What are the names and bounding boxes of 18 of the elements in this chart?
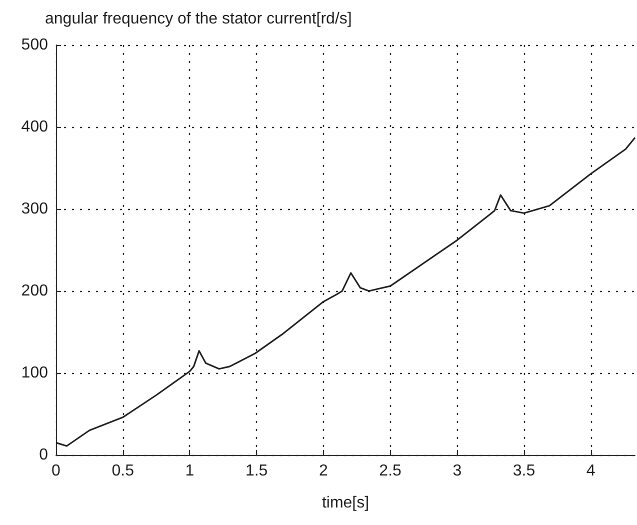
y-tick-label: 100 bbox=[21, 364, 48, 382]
y-tick-label: 300 bbox=[21, 200, 48, 218]
x-tick-label: 1 bbox=[185, 462, 194, 480]
y-tick-label: 0 bbox=[39, 446, 48, 464]
line-series bbox=[55, 136, 636, 447]
y-tick-label: 400 bbox=[21, 118, 48, 136]
x-tick-label: 2.5 bbox=[379, 462, 402, 480]
x-tick-label: 3 bbox=[452, 462, 462, 480]
x-axis-title: time[s] bbox=[322, 494, 370, 512]
x-tick-label: 0.5 bbox=[112, 462, 134, 480]
x-tick-label: 2 bbox=[318, 462, 328, 480]
x-tick-label: 1.5 bbox=[245, 462, 268, 480]
y-tick-label: 500 bbox=[21, 36, 48, 54]
x-tick-label: 0 bbox=[52, 462, 61, 480]
x-tick-label: 3.5 bbox=[512, 462, 536, 480]
y-tick-label: 200 bbox=[21, 282, 48, 300]
chart-title: angular frequency of the stator current[rd/s] bbox=[45, 10, 352, 28]
x-tick-label: 4 bbox=[586, 462, 596, 480]
